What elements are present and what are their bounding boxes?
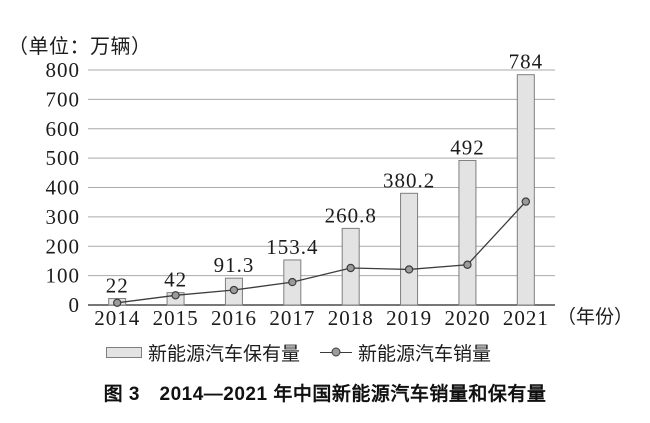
legend-marker-dot-icon	[331, 347, 341, 356]
sales-marker	[288, 277, 297, 287]
bar-value-label: 22	[106, 274, 129, 298]
sales-marker	[229, 285, 239, 295]
sales-marker	[404, 265, 414, 274]
x-tick-label: 2014	[94, 306, 140, 330]
sales-marker	[171, 291, 180, 300]
y-axis-unit-label: （单位：万辆）	[8, 36, 152, 58]
y-tick-label: 700	[46, 87, 81, 111]
legend-ownership-label: 新能源汽车保有量	[148, 343, 301, 365]
legend-sales-label: 新能源汽车销量	[358, 343, 492, 365]
x-tick-label: 2015	[153, 306, 199, 330]
x-tick-label: 2016	[211, 306, 257, 330]
legend-line-symbol-icon	[320, 347, 353, 356]
legend-bar-swatch-icon	[106, 346, 142, 358]
x-tick-label: 2017	[269, 306, 315, 330]
y-tick-label: 200	[46, 234, 81, 258]
x-tick-label: 2018	[328, 306, 374, 330]
bar	[458, 159, 477, 306]
y-tick-label: 0	[69, 293, 81, 317]
bar	[400, 192, 419, 306]
y-tick-label: 500	[46, 146, 81, 170]
x-axis-unit-label: （年份）	[557, 307, 634, 328]
y-tick-label: 800	[46, 58, 81, 82]
y-tick-label: 400	[46, 176, 81, 200]
x-tick-label: 2019	[386, 306, 432, 330]
bar-value-label: 91.3	[214, 253, 255, 277]
bar	[516, 74, 535, 306]
sales-marker	[463, 260, 472, 269]
chart-legend: 新能源汽车保有量 新能源汽车销量	[106, 341, 492, 365]
sales-line	[117, 201, 527, 304]
bar-value-label: 260.8	[325, 203, 377, 227]
y-tick-label: 600	[46, 117, 81, 141]
bar-value-label: 42	[164, 268, 187, 292]
figure-caption: 图 3 2014—2021 年中国新能源汽车销量和保有量	[103, 384, 547, 405]
bar-value-label: 784	[509, 50, 544, 74]
sales-marker	[112, 298, 122, 307]
y-tick-label: 300	[46, 205, 81, 229]
bar-value-label: 380.2	[383, 168, 435, 192]
sales-marker	[521, 197, 531, 206]
sales-marker	[346, 263, 355, 273]
bar-value-label: 492	[450, 135, 485, 159]
x-tick-label: 2020	[444, 306, 490, 330]
bar-value-label: 153.4	[266, 235, 318, 259]
y-tick-label: 100	[46, 264, 81, 288]
x-tick-label: 2021	[503, 306, 549, 330]
